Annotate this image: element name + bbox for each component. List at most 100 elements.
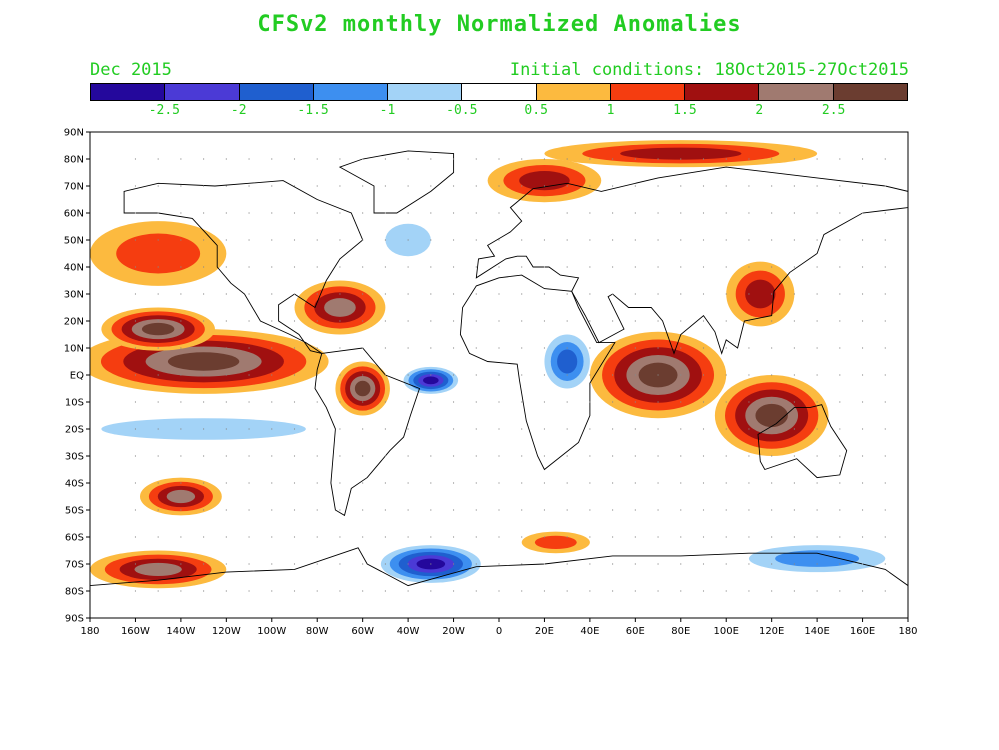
lon-label: 80E: [671, 626, 690, 637]
anomaly-region-south-ocean-warm: [90, 550, 227, 589]
grid-dots: [134, 158, 886, 592]
colorbar-tick-label: -2: [230, 103, 247, 118]
colorbar-segment: [462, 84, 537, 100]
lat-label: 70N: [64, 182, 84, 193]
anomaly-contour: [167, 352, 240, 371]
anomaly-contour: [620, 147, 742, 160]
colorbar-segment: [610, 84, 686, 100]
coastline-south-america: [314, 347, 421, 517]
colorbar-labels: -2.5 -2 -1.5 -1 -0.5 0.5 1 1.5 2 2.5: [90, 103, 908, 121]
anomaly-contour: [324, 298, 356, 317]
anomaly-region-east-pacific-el-nino-core: [101, 307, 215, 351]
colorbar: [90, 83, 908, 101]
colorbar-tick-label: -1: [379, 103, 396, 118]
colorbar-segment: [165, 84, 240, 100]
lat-label: 90S: [65, 614, 84, 625]
colorbar-tick-label: -0.5: [446, 103, 478, 118]
anomaly-region-north-pacific-warm: [90, 221, 227, 286]
chart-title: CFSv2 monthly Normalized Anomalies: [257, 12, 742, 37]
lat-label: 10S: [65, 398, 84, 409]
colorbar-segment: [239, 84, 314, 100]
anomaly-region-arctic-north-warm: [544, 140, 818, 168]
anomaly-contour: [519, 171, 570, 191]
lon-label: 100W: [257, 626, 286, 637]
coastline-eurasia: [475, 166, 908, 355]
anomaly-contour: [116, 233, 201, 274]
colorbar-segment: [536, 84, 611, 100]
anomaly-contour: [745, 279, 776, 309]
anomaly-contour: [354, 380, 371, 397]
lon-label: 120E: [759, 626, 784, 637]
lon-label: 40E: [580, 626, 599, 637]
colorbar-segment: [388, 84, 463, 100]
lat-label: 20S: [65, 425, 84, 436]
map-field: [90, 132, 908, 618]
lat-label: 30S: [65, 452, 84, 463]
forecast-month-label: Dec 2015: [90, 60, 172, 80]
lon-label: 60W: [351, 626, 374, 637]
colorbar-tick-label: 2.5: [821, 103, 846, 118]
lat-label: 80N: [64, 155, 84, 166]
colorbar-segment: [313, 84, 389, 100]
coastline-antarctica: [90, 547, 908, 618]
lon-label: 0: [496, 626, 502, 637]
coastline-north-america: [123, 180, 364, 354]
anomaly-region-antarctic-cold-east: [748, 545, 886, 573]
lat-label: EQ: [70, 371, 84, 382]
anomaly-region-australia-warm: [714, 375, 829, 456]
lon-label: 180: [80, 626, 99, 637]
anomaly-region-arctic-siberia-warm: [487, 159, 602, 203]
anomaly-contour: [557, 349, 578, 374]
lat-label: 60N: [64, 209, 84, 220]
anomaly-contour: [166, 489, 196, 504]
initial-conditions-label: Initial conditions: 18Oct2015-27Oct2015: [509, 60, 909, 80]
lon-label: 160W: [121, 626, 150, 637]
colorbar-segment: [759, 84, 834, 100]
anomaly-region-caribbean-warm: [294, 280, 386, 335]
anomaly-region-amazon-warm: [335, 361, 390, 416]
colorbar-segment: [833, 84, 907, 100]
coastline-africa: [459, 274, 616, 471]
anomaly-contour: [134, 562, 182, 576]
colorbar-segment: [91, 84, 166, 100]
lon-label: 140E: [804, 626, 829, 637]
colorbar-tick-label: 1: [606, 103, 615, 118]
lat-label: 40S: [65, 479, 84, 490]
lon-label: 20E: [535, 626, 554, 637]
colorbar-tick-label: -2.5: [148, 103, 181, 118]
lat-label: 50N: [64, 236, 84, 247]
lon-label: 80W: [306, 626, 329, 637]
lon-label: 60E: [626, 626, 645, 637]
anomaly-contour: [141, 322, 175, 336]
anomaly-region-africa-cold: [544, 334, 590, 389]
lon-label: 160E: [850, 626, 875, 637]
lat-label: 90N: [64, 128, 84, 139]
lat-label: 70S: [65, 560, 84, 571]
anomaly-contour: [775, 550, 860, 567]
lon-label: 20W: [442, 626, 465, 637]
anomaly-contour: [423, 376, 439, 385]
colorbar-tick-label: 2: [755, 103, 764, 118]
lat-label: 30N: [64, 290, 84, 301]
colorbar-tick-label: -1.5: [297, 103, 329, 118]
colorbar-segment: [685, 84, 760, 100]
lon-label: 140W: [166, 626, 195, 637]
lat-label: 50S: [65, 506, 84, 517]
lon-label: 100E: [714, 626, 739, 637]
lat-label: 20N: [64, 317, 84, 328]
lat-label: 10N: [64, 344, 84, 355]
lon-label: 40W: [397, 626, 420, 637]
coastline-australia: [757, 404, 848, 479]
lat-label: 40N: [64, 263, 84, 274]
colorbar-tick-label: 1.5: [673, 103, 697, 118]
anomaly-region-south-pacific-warm: [139, 477, 222, 516]
lon-label: 180: [898, 626, 917, 637]
lat-label: 80S: [65, 587, 84, 598]
anomaly-contour: [534, 535, 577, 550]
anomaly-contour: [755, 403, 788, 428]
anomaly-region-east-asia-warm: [726, 261, 795, 327]
anomaly-region-south-atlantic-warm: [521, 531, 590, 554]
coastline-greenland: [338, 150, 455, 214]
anomaly-region-atlantic-cold: [403, 366, 459, 394]
